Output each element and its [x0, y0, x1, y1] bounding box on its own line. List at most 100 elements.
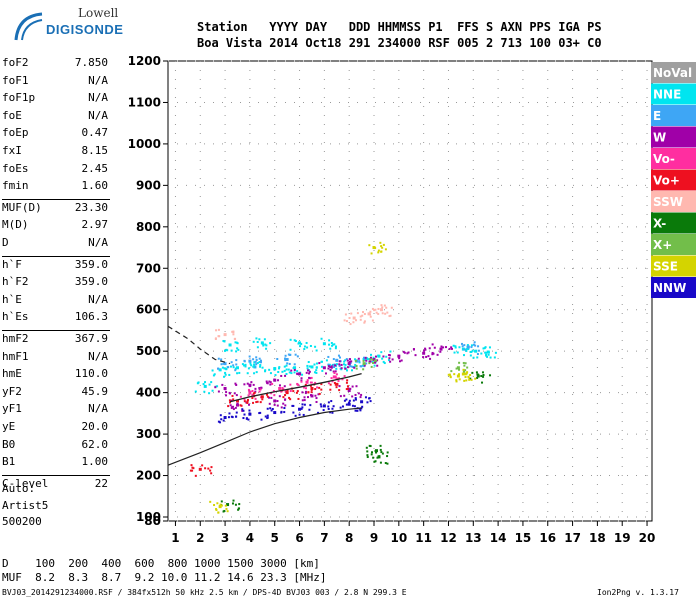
data-point	[423, 349, 426, 352]
data-point	[348, 360, 351, 363]
data-point	[330, 366, 333, 369]
data-point	[388, 357, 391, 360]
data-point	[300, 380, 303, 383]
data-point	[330, 365, 333, 368]
data-point	[349, 358, 352, 361]
param-label: D	[2, 236, 9, 249]
data-point	[493, 356, 496, 359]
data-point	[354, 363, 357, 366]
data-point	[277, 379, 280, 382]
param-value: 1.60	[81, 179, 109, 193]
data-point	[461, 372, 465, 376]
data-point	[207, 467, 210, 470]
data-point	[406, 352, 409, 355]
x-tick-label: 5	[271, 531, 279, 545]
data-point	[228, 373, 231, 376]
data-point	[273, 403, 276, 406]
data-point	[256, 346, 259, 349]
data-point	[467, 376, 470, 379]
data-point	[366, 358, 369, 361]
data-point	[268, 380, 271, 383]
param-label: h`F2	[2, 275, 29, 289]
data-point	[477, 349, 480, 352]
data-point	[361, 314, 364, 317]
data-point	[228, 412, 231, 415]
data-point	[425, 355, 428, 358]
data-point	[223, 362, 227, 366]
data-point	[480, 375, 483, 378]
plot-frame	[167, 60, 653, 522]
data-point	[212, 374, 215, 377]
data-point	[256, 341, 259, 344]
data-point	[248, 403, 251, 406]
data-point	[463, 348, 466, 351]
data-point	[346, 379, 349, 382]
data-point	[321, 369, 324, 372]
data-point	[252, 392, 255, 395]
y-tick-label: 700	[136, 261, 161, 275]
data-point	[327, 365, 330, 368]
data-point	[266, 414, 269, 417]
data-point	[234, 406, 237, 409]
data-point	[237, 348, 240, 351]
data-point	[390, 306, 393, 309]
data-point	[294, 340, 297, 343]
data-point	[375, 451, 378, 454]
data-point	[261, 398, 264, 401]
data-point	[273, 378, 276, 381]
data-point	[191, 469, 194, 472]
data-point	[363, 313, 366, 316]
data-point	[244, 363, 247, 366]
data-point	[276, 399, 279, 402]
data-point	[230, 349, 233, 352]
y-tick-label: 200	[136, 469, 161, 483]
data-point	[238, 507, 241, 510]
data-point	[227, 366, 230, 369]
data-point	[310, 365, 314, 369]
data-point	[347, 402, 351, 406]
data-point	[217, 328, 220, 331]
data-point	[300, 342, 303, 345]
data-point	[255, 356, 258, 359]
data-point	[370, 353, 373, 356]
data-point	[463, 370, 466, 373]
x-tick-label: 12	[440, 531, 457, 545]
data-point	[454, 346, 457, 349]
data-point	[334, 370, 337, 373]
data-point	[217, 335, 220, 338]
data-point	[297, 342, 300, 345]
param-separator	[2, 330, 110, 331]
data-point	[248, 412, 251, 415]
data-point	[204, 467, 207, 470]
data-point	[439, 347, 443, 351]
data-point	[194, 474, 197, 477]
data-point	[366, 357, 369, 360]
data-point	[379, 241, 382, 244]
legend-label: W	[653, 131, 666, 145]
data-point	[431, 343, 434, 346]
data-point	[269, 342, 272, 345]
data-point	[363, 320, 366, 323]
data-point	[375, 311, 378, 314]
data-point	[229, 401, 232, 404]
data-point	[290, 369, 293, 372]
x-tick-label: 16	[539, 531, 556, 545]
data-point	[227, 416, 230, 419]
data-point	[243, 400, 246, 403]
data-point	[354, 359, 357, 362]
data-point	[330, 377, 333, 380]
data-point	[327, 382, 330, 385]
data-point	[221, 383, 224, 386]
digisonde-logo: Lowell DIGISONDE	[6, 6, 166, 54]
param-row: yF1 N/A	[2, 402, 108, 418]
data-point	[484, 351, 487, 354]
data-point	[384, 462, 387, 465]
data-point	[381, 452, 384, 455]
data-point	[377, 249, 380, 252]
data-point	[231, 394, 234, 397]
data-point	[229, 365, 232, 368]
data-point	[280, 406, 283, 409]
data-point	[343, 319, 346, 322]
data-point	[245, 417, 248, 420]
data-point	[293, 371, 296, 374]
